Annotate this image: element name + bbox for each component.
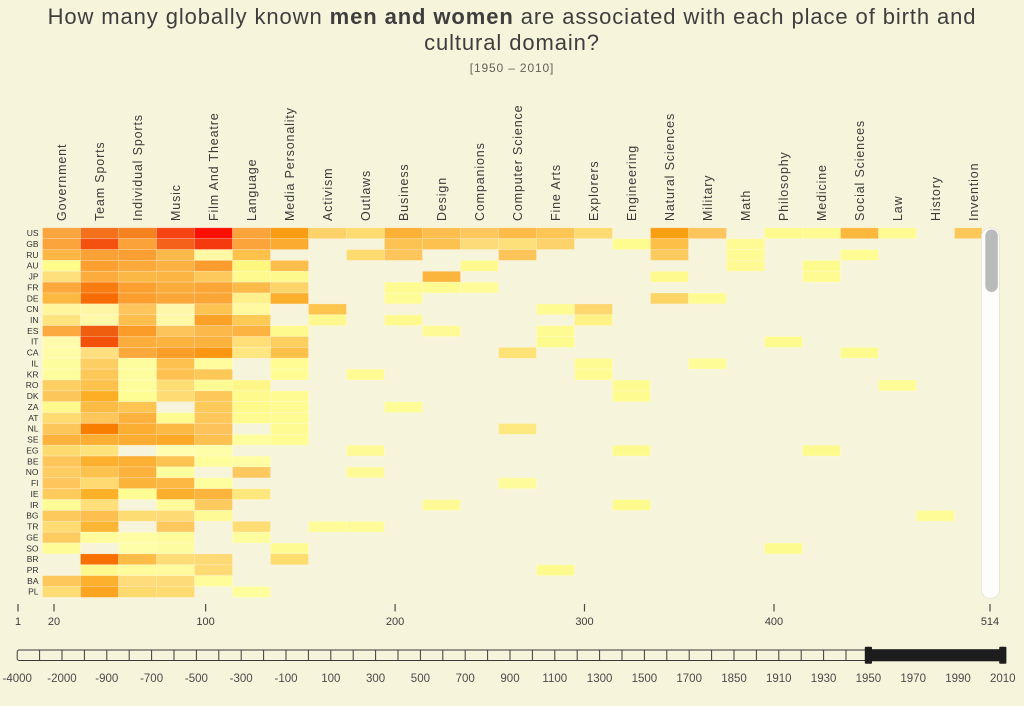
svg-text:Outlaws: Outlaws	[359, 170, 373, 221]
svg-text:300: 300	[575, 616, 593, 628]
svg-text:-900: -900	[95, 673, 118, 685]
svg-text:Military: Military	[701, 175, 715, 221]
svg-text:900: 900	[500, 673, 519, 685]
svg-text:ZA: ZA	[28, 402, 39, 412]
svg-text:RU: RU	[26, 250, 38, 260]
svg-text:IT: IT	[31, 337, 39, 347]
svg-text:1850: 1850	[721, 673, 747, 685]
svg-text:PR: PR	[27, 565, 39, 575]
svg-text:FI: FI	[31, 478, 39, 488]
svg-text:100: 100	[321, 673, 340, 685]
svg-text:Invention: Invention	[967, 163, 981, 221]
svg-text:CN: CN	[26, 304, 38, 314]
svg-text:BR: BR	[27, 554, 39, 564]
svg-text:1100: 1100	[542, 673, 567, 685]
svg-text:-700: -700	[140, 673, 163, 685]
svg-text:Natural Sciences: Natural Sciences	[663, 113, 677, 221]
svg-text:Philosophy: Philosophy	[777, 151, 791, 221]
svg-text:Fine Arts: Fine Arts	[549, 164, 563, 221]
svg-text:CA: CA	[27, 348, 39, 358]
svg-text:RO: RO	[26, 380, 39, 390]
svg-text:Explorers: Explorers	[587, 161, 601, 221]
svg-text:Language: Language	[245, 159, 259, 221]
svg-text:DK: DK	[27, 391, 39, 401]
svg-text:History: History	[929, 176, 943, 221]
svg-text:NL: NL	[28, 424, 39, 434]
svg-text:PL: PL	[28, 587, 39, 597]
svg-text:1700: 1700	[676, 673, 702, 685]
svg-text:Engineering: Engineering	[625, 145, 639, 221]
svg-text:500: 500	[411, 673, 430, 685]
svg-text:Computer Science: Computer Science	[511, 105, 525, 221]
svg-text:DE: DE	[27, 293, 39, 303]
svg-text:100: 100	[196, 616, 214, 628]
svg-text:SE: SE	[27, 435, 39, 445]
svg-text:1300: 1300	[587, 673, 613, 685]
svg-text:GE: GE	[26, 532, 39, 542]
svg-text:AU: AU	[27, 261, 39, 271]
svg-text:Film And Theatre: Film And Theatre	[207, 112, 221, 221]
svg-text:Business: Business	[397, 163, 411, 221]
svg-text:300: 300	[366, 673, 385, 685]
svg-text:-4000: -4000	[2, 673, 31, 685]
svg-text:US: US	[27, 228, 39, 238]
svg-text:1930: 1930	[811, 673, 837, 685]
svg-text:NO: NO	[26, 467, 39, 477]
svg-text:200: 200	[386, 616, 404, 628]
svg-text:BA: BA	[27, 576, 39, 586]
svg-text:ES: ES	[27, 326, 39, 336]
svg-text:BE: BE	[27, 456, 39, 466]
svg-text:-100: -100	[274, 673, 297, 685]
svg-text:FR: FR	[27, 282, 38, 292]
svg-text:IE: IE	[30, 489, 38, 499]
svg-text:Media Personality: Media Personality	[283, 107, 297, 221]
svg-text:-300: -300	[230, 673, 253, 685]
svg-text:Music: Music	[169, 184, 183, 221]
svg-text:1950: 1950	[856, 673, 882, 685]
svg-text:KR: KR	[27, 369, 39, 379]
svg-text:AT: AT	[28, 413, 38, 423]
svg-text:Law: Law	[891, 195, 905, 221]
svg-text:EG: EG	[26, 445, 38, 455]
svg-text:Activism: Activism	[321, 168, 335, 221]
svg-text:2010: 2010	[990, 673, 1016, 685]
svg-text:20: 20	[48, 616, 60, 628]
svg-text:400: 400	[765, 616, 783, 628]
svg-text:Medicine: Medicine	[815, 164, 829, 221]
svg-text:Government: Government	[55, 144, 69, 221]
svg-text:IL: IL	[31, 358, 38, 368]
svg-text:BG: BG	[26, 511, 38, 521]
svg-text:Individual Sports: Individual Sports	[131, 114, 145, 221]
svg-text:IR: IR	[30, 500, 39, 510]
svg-text:Design: Design	[435, 177, 449, 221]
svg-text:JP: JP	[29, 272, 39, 282]
svg-text:-500: -500	[185, 673, 208, 685]
svg-text:SO: SO	[26, 543, 39, 553]
svg-text:1910: 1910	[766, 673, 792, 685]
svg-text:1990: 1990	[945, 673, 971, 685]
svg-text:IN: IN	[30, 315, 39, 325]
svg-text:514: 514	[981, 616, 999, 628]
svg-text:Team Sports: Team Sports	[93, 141, 107, 221]
svg-text:TR: TR	[27, 522, 38, 532]
svg-text:Companions: Companions	[473, 142, 487, 221]
svg-text:1: 1	[15, 616, 21, 628]
svg-text:700: 700	[456, 673, 475, 685]
svg-text:GB: GB	[26, 239, 39, 249]
svg-text:-2000: -2000	[47, 673, 76, 685]
svg-text:1970: 1970	[900, 673, 926, 685]
svg-text:1500: 1500	[632, 673, 658, 685]
svg-text:Math: Math	[739, 190, 753, 221]
svg-text:Social Sciences: Social Sciences	[853, 120, 867, 221]
